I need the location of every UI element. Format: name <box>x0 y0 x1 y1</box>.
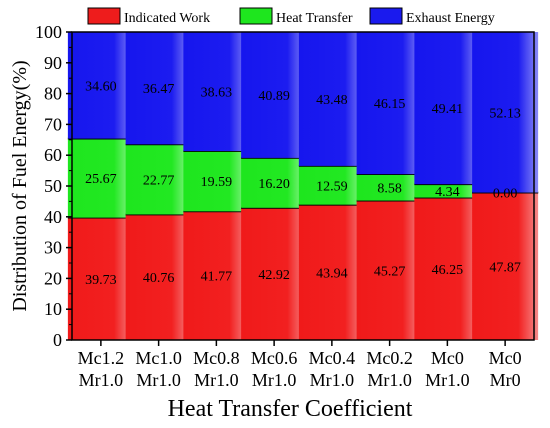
x-axis: Mc1.2Mr1.0Mc1.0Mr1.0Mc0.8Mr1.0Mc0.6Mr1.0… <box>78 340 522 390</box>
bar-segment-heat-transfer <box>298 165 365 205</box>
x-tick-label: Mc0.4 <box>309 348 356 368</box>
y-tick-label: 30 <box>44 238 62 258</box>
x-tick-label: Mc0.2 <box>366 348 413 368</box>
data-label: 39.73 <box>85 273 117 288</box>
data-label: 36.47 <box>143 82 175 97</box>
y-tick-label: 80 <box>44 84 62 104</box>
data-label: 42.92 <box>258 268 290 283</box>
bar-labels: 39.73 25.67 34.60 40.76 22.77 36.47 41.77 19.59… <box>85 79 521 288</box>
x-tick-label: Mr1.0 <box>425 370 470 390</box>
x-tick-label: Mr0 <box>490 370 521 390</box>
bar-segment-indicated-work <box>298 204 365 340</box>
data-label: 41.77 <box>201 270 233 285</box>
data-label: 34.60 <box>85 79 117 94</box>
legend-label: Indicated Work <box>124 11 210 26</box>
x-tick-label: Mr1.0 <box>194 370 239 390</box>
data-label: 40.76 <box>143 271 175 286</box>
bar-segment-indicated-work <box>356 200 423 340</box>
bar-segment-exhaust-energy <box>298 31 365 166</box>
data-label: 47.87 <box>489 260 521 275</box>
bar-segment-heat-transfer <box>125 144 192 215</box>
data-label: 45.27 <box>374 264 406 279</box>
legend-swatch <box>239 7 273 25</box>
y-axis-title: Distribution of Fuel Energy(%) <box>9 60 31 311</box>
x-tick-label: Mc0 <box>431 348 464 368</box>
data-label: 49.41 <box>432 102 464 117</box>
y-tick-label: 20 <box>44 268 62 288</box>
bar-segment-heat-transfer <box>241 157 308 208</box>
y-axis: 0 10 20 30 40 50 60 70 80 90 100 <box>35 22 72 350</box>
bar-segment-exhaust-energy <box>241 31 308 158</box>
bar-segment-heat-transfer <box>356 174 423 201</box>
data-label: 12.59 <box>316 179 348 194</box>
data-label: 4.34 <box>435 185 460 200</box>
bar-segment-indicated-work <box>183 211 250 340</box>
bar-segment-indicated-work <box>414 197 481 340</box>
x-tick-label: Mc0.8 <box>193 348 240 368</box>
y-tick-label: 100 <box>35 22 62 42</box>
bar-segment-exhaust-energy <box>183 32 250 152</box>
y-tick-label: 0 <box>53 330 62 350</box>
y-tick-label: 90 <box>44 53 62 73</box>
x-tick-label: Mr1.0 <box>79 370 124 390</box>
x-tick-label: Mr1.0 <box>367 370 412 390</box>
data-label: 22.77 <box>143 173 175 188</box>
bar-segment-heat-transfer <box>183 151 250 212</box>
bar-segment-heat-transfer <box>414 184 481 198</box>
x-tick-label: Mc0.6 <box>251 348 298 368</box>
data-label: 52.13 <box>489 106 521 121</box>
bar-segment-indicated-work <box>472 192 539 340</box>
y-tick-label: 70 <box>44 114 62 134</box>
data-label: 46.15 <box>374 97 406 112</box>
bars <box>67 31 539 340</box>
data-label: 25.67 <box>85 172 117 187</box>
legend-label: Exhaust Energy <box>406 11 495 26</box>
y-tick-label: 10 <box>44 299 62 319</box>
data-label: 8.58 <box>377 181 402 196</box>
data-label: 43.48 <box>316 93 348 108</box>
legend-label: Heat Transfer <box>276 11 353 26</box>
bar-segment-exhaust-energy <box>472 32 539 193</box>
bar-segment-exhaust-energy <box>356 32 423 175</box>
x-tick-label: Mr1.0 <box>136 370 181 390</box>
bar-segment-exhaust-energy <box>67 32 134 139</box>
x-tick-label: Mc1.0 <box>135 348 182 368</box>
x-axis-title: Heat Transfer Coefficient <box>168 396 413 422</box>
x-tick-label: Mc0 <box>489 348 522 368</box>
data-label: 19.59 <box>201 175 233 190</box>
bar-segment-exhaust-energy <box>414 32 481 185</box>
data-label: 40.89 <box>258 89 290 104</box>
y-tick-label: 60 <box>44 145 62 165</box>
y-tick-label: 50 <box>44 176 62 196</box>
bar-segment-indicated-work <box>125 214 192 340</box>
data-label: 16.20 <box>258 177 290 192</box>
legend-swatch <box>369 7 403 25</box>
x-tick-label: Mc1.2 <box>78 348 125 368</box>
legend: Indicated Work Heat Transfer Exhaust Energ… <box>87 7 495 26</box>
y-tick-label: 40 <box>44 207 62 227</box>
bar-segment-indicated-work <box>67 217 134 340</box>
legend-swatch <box>87 7 121 25</box>
x-tick-label: Mr1.0 <box>252 370 297 390</box>
x-tick-label: Mr1.0 <box>310 370 355 390</box>
data-label: 38.63 <box>201 86 233 101</box>
bar-segment-heat-transfer <box>67 138 134 218</box>
bar-segment-exhaust-energy <box>125 32 192 145</box>
data-label: 46.25 <box>432 263 464 278</box>
data-label: 43.94 <box>316 266 348 281</box>
data-label: 0.00 <box>493 187 518 202</box>
bar-segment-indicated-work <box>241 207 308 340</box>
